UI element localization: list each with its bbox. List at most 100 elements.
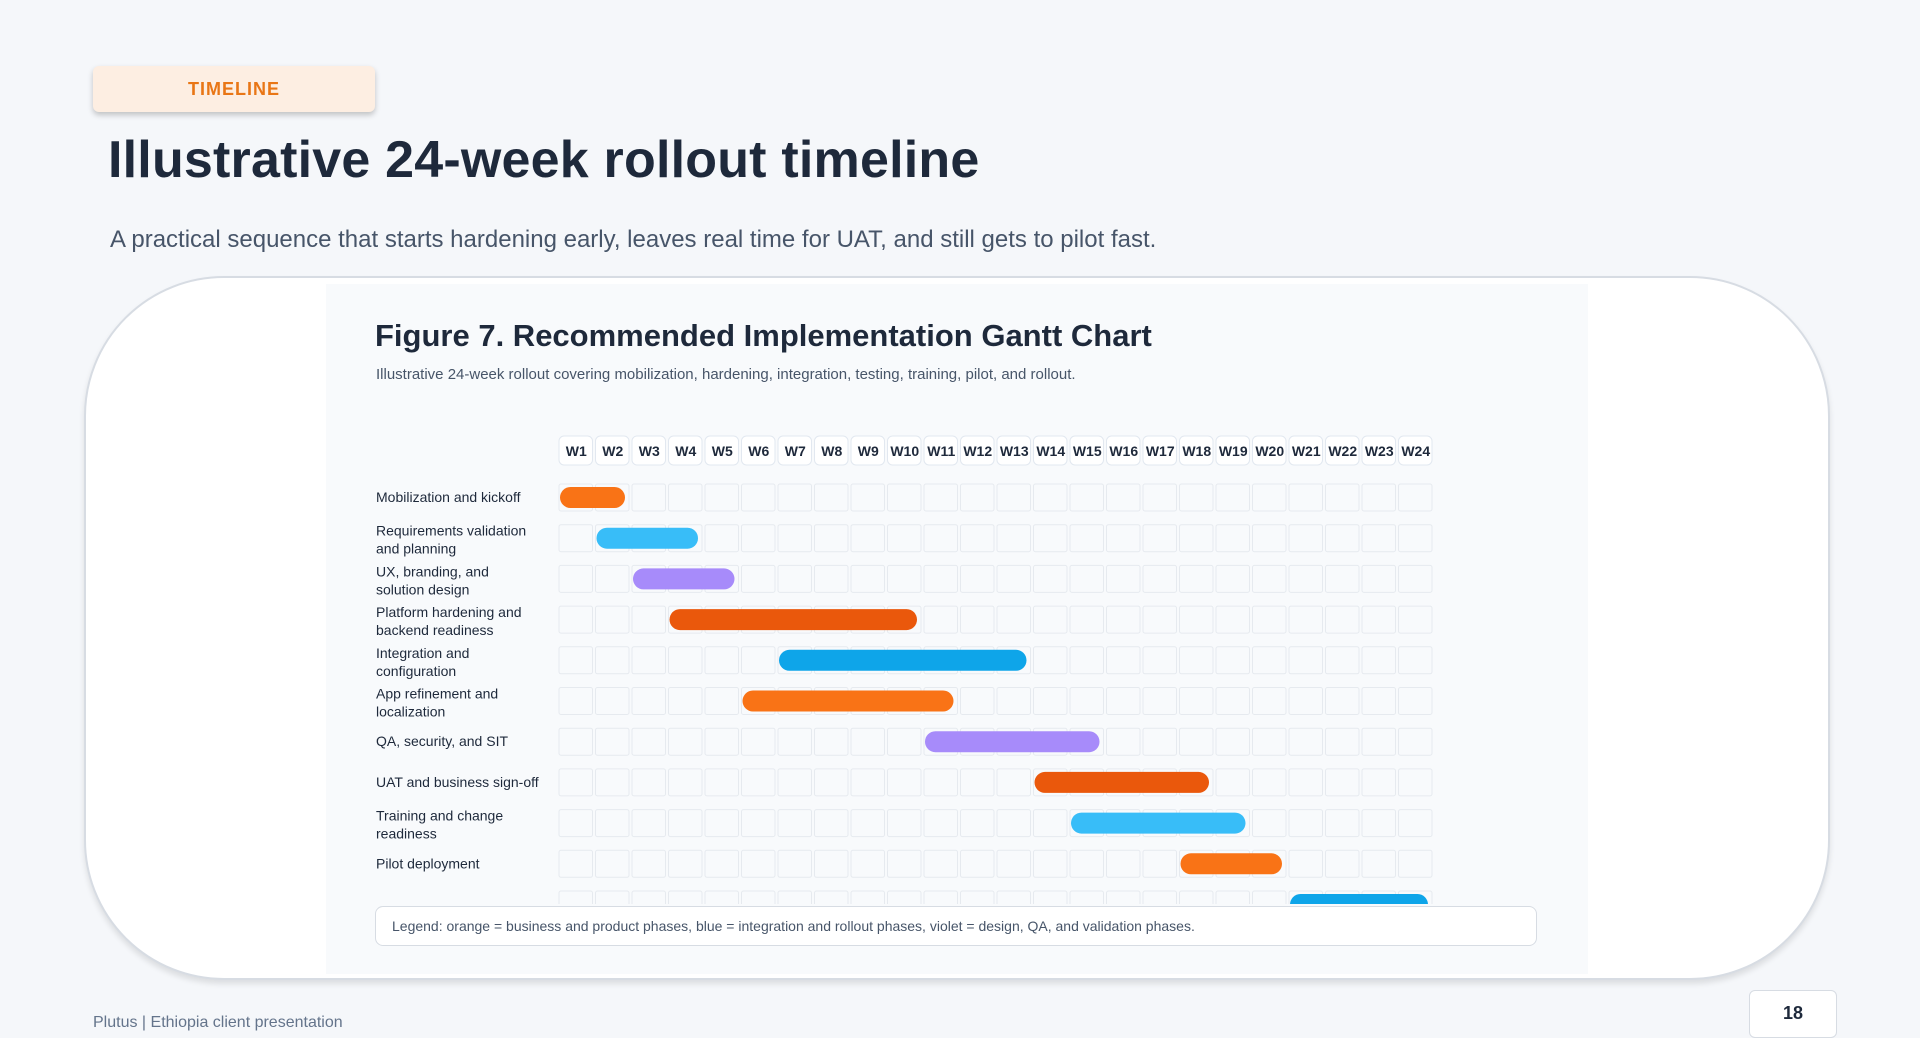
week-header-label: W13 bbox=[1000, 443, 1029, 459]
week-header-label: W5 bbox=[712, 443, 733, 459]
grid-cell bbox=[1288, 727, 1323, 756]
week-header-cell bbox=[704, 435, 739, 466]
week-header-cell bbox=[1252, 435, 1287, 466]
grid-cell bbox=[777, 727, 812, 756]
grid-cell bbox=[1179, 727, 1214, 756]
week-header-label: W8 bbox=[821, 443, 842, 459]
week-header-label: W4 bbox=[675, 443, 696, 459]
grid-cell bbox=[704, 524, 739, 553]
grid-cell bbox=[1069, 483, 1104, 512]
week-header-label: W24 bbox=[1401, 443, 1430, 459]
grid-cell bbox=[850, 890, 885, 904]
grid-cell bbox=[631, 687, 666, 715]
grid-cell bbox=[631, 849, 666, 878]
grid-cell bbox=[1288, 768, 1323, 797]
grid-cell bbox=[777, 890, 812, 904]
grid-cell bbox=[668, 890, 703, 904]
grid-cell bbox=[923, 849, 958, 878]
grid-cell bbox=[996, 809, 1031, 838]
task-label: readiness bbox=[376, 826, 437, 842]
grid-cell bbox=[1142, 687, 1177, 715]
grid-cell bbox=[1033, 849, 1068, 878]
task-bar bbox=[596, 527, 698, 549]
grid-cell bbox=[704, 809, 739, 838]
grid-cell bbox=[1361, 564, 1396, 593]
grid-cell bbox=[1069, 605, 1104, 634]
grid-cell bbox=[1288, 564, 1323, 593]
week-header-label: W7 bbox=[785, 443, 806, 459]
grid-cell bbox=[1033, 646, 1068, 675]
grid-cell bbox=[850, 727, 885, 756]
week-header-cell bbox=[1288, 435, 1323, 466]
grid-cell bbox=[631, 890, 666, 904]
legend: Legend: orange = business and product ph… bbox=[375, 906, 1537, 946]
grid-cell bbox=[1325, 646, 1360, 675]
grid-cell bbox=[850, 809, 885, 838]
grid-cell bbox=[1398, 727, 1433, 756]
grid-cell bbox=[704, 646, 739, 675]
grid-cell bbox=[1179, 483, 1214, 512]
grid-cell bbox=[996, 687, 1031, 715]
grid-cell bbox=[1106, 605, 1141, 634]
grid-cell bbox=[595, 687, 630, 715]
grid-cell bbox=[668, 809, 703, 838]
grid-cell bbox=[996, 768, 1031, 797]
week-header-label: W14 bbox=[1036, 443, 1065, 459]
grid-cell bbox=[631, 768, 666, 797]
grid-cell bbox=[1252, 809, 1287, 838]
grid-cell bbox=[1033, 687, 1068, 715]
week-header-cell bbox=[960, 435, 995, 466]
grid-cell bbox=[668, 646, 703, 675]
grid-cell bbox=[704, 768, 739, 797]
grid-cell bbox=[1288, 849, 1323, 878]
grid-cell bbox=[741, 524, 776, 553]
week-header-cell bbox=[1142, 435, 1177, 466]
grid-cell bbox=[558, 849, 593, 878]
grid-cell bbox=[1361, 646, 1396, 675]
grid-cell bbox=[996, 890, 1031, 904]
task-label: Mobilization and kickoff bbox=[376, 489, 521, 505]
grid-cell bbox=[1361, 524, 1396, 553]
grid-cell bbox=[1106, 849, 1141, 878]
grid-cell bbox=[704, 687, 739, 715]
grid-cell bbox=[1033, 564, 1068, 593]
grid-cell bbox=[814, 727, 849, 756]
grid-cell bbox=[1361, 605, 1396, 634]
grid-cell bbox=[1106, 646, 1141, 675]
grid-cell bbox=[814, 524, 849, 553]
week-header-cell bbox=[558, 435, 593, 466]
grid-cell bbox=[1361, 768, 1396, 797]
task-bar bbox=[560, 487, 625, 508]
grid-cell bbox=[960, 605, 995, 634]
grid-cell bbox=[704, 849, 739, 878]
week-header-label: W20 bbox=[1255, 443, 1284, 459]
grid-cell bbox=[668, 727, 703, 756]
grid-cell bbox=[1398, 687, 1433, 715]
grid-cell bbox=[887, 483, 922, 512]
grid-cell bbox=[1325, 768, 1360, 797]
grid-cell bbox=[558, 646, 593, 675]
grid-cell bbox=[1398, 646, 1433, 675]
grid-cell bbox=[1033, 483, 1068, 512]
grid-cell bbox=[1288, 646, 1323, 675]
grid-cell bbox=[595, 849, 630, 878]
grid-cell bbox=[1361, 849, 1396, 878]
grid-cell bbox=[1288, 605, 1323, 634]
task-label: Training and change bbox=[376, 808, 503, 824]
grid-cell bbox=[1142, 605, 1177, 634]
grid-cell bbox=[960, 687, 995, 715]
grid-cell bbox=[1361, 687, 1396, 715]
task-bar bbox=[925, 731, 1100, 753]
grid-cell bbox=[558, 727, 593, 756]
grid-cell bbox=[595, 727, 630, 756]
grid-cell bbox=[595, 768, 630, 797]
grid-cell bbox=[631, 605, 666, 634]
week-header-cell bbox=[1215, 435, 1250, 466]
task-label: QA, security, and SIT bbox=[376, 733, 508, 749]
section-badge: TIMELINE bbox=[93, 66, 375, 112]
grid-cell bbox=[1179, 564, 1214, 593]
grid-cell bbox=[1069, 687, 1104, 715]
grid-cell bbox=[1142, 524, 1177, 553]
grid-cell bbox=[887, 768, 922, 797]
grid-cell bbox=[777, 809, 812, 838]
